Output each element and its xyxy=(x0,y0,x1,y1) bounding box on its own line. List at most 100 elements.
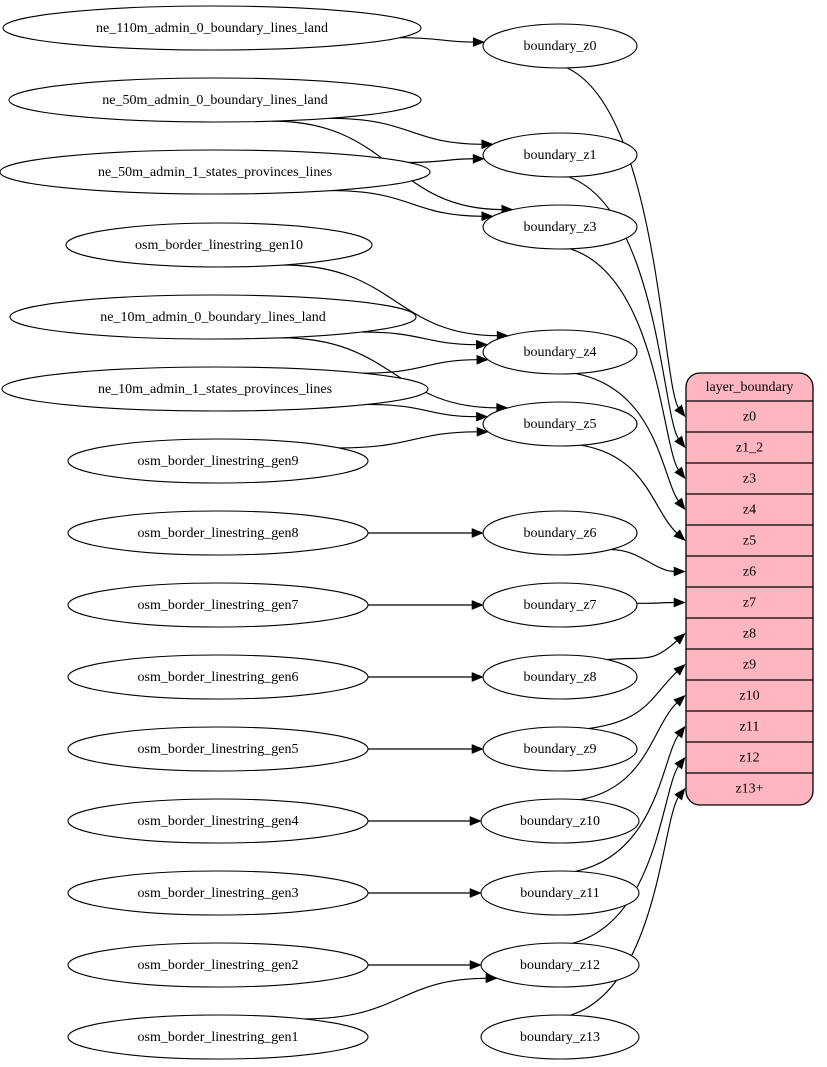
edge-boundary_z10-to-z10 xyxy=(580,701,678,801)
boundary-node-boundary_z13[interactable]: boundary_z13 xyxy=(480,1014,640,1060)
edge-arrowhead xyxy=(476,426,489,437)
edge-arrowhead xyxy=(469,816,482,826)
node-label: boundary_z8 xyxy=(523,670,596,685)
boundary-node-boundary_z0[interactable]: boundary_z0 xyxy=(482,23,638,69)
source-node-osm_border_linestring_gen8[interactable]: osm_border_linestring_gen8 xyxy=(67,510,369,556)
node-label: boundary_z9 xyxy=(523,742,596,757)
boundary-node-boundary_z9[interactable]: boundary_z9 xyxy=(482,726,638,772)
edge-boundary_z3-to-z3 xyxy=(569,248,680,471)
edge-arrowhead xyxy=(476,411,489,422)
edge-arrowhead xyxy=(476,339,489,350)
source-node-ne_10m_admin_0_boundary_lines_land[interactable]: ne_10m_admin_0_boundary_lines_land xyxy=(9,294,417,340)
node-label: osm_border_linestring_gen7 xyxy=(138,598,299,613)
edge-arrowhead xyxy=(471,600,484,610)
boundary-node-boundary_z12[interactable]: boundary_z12 xyxy=(480,942,640,988)
boundary-node-boundary_z7[interactable]: boundary_z7 xyxy=(482,582,638,628)
node-label: ne_10m_admin_1_states_provinces_lines xyxy=(98,382,332,397)
source-node-osm_border_linestring_gen2[interactable]: osm_border_linestring_gen2 xyxy=(67,942,369,988)
node-label: ne_110m_admin_0_boundary_lines_land xyxy=(96,21,328,36)
source-node-ne_110m_admin_0_boundary_lines_land[interactable]: ne_110m_admin_0_boundary_lines_land xyxy=(2,5,422,51)
node-label: osm_border_linestring_gen10 xyxy=(135,238,303,253)
node-label: ne_10m_admin_0_boundary_lines_land xyxy=(100,310,326,325)
source-node-osm_border_linestring_gen1[interactable]: osm_border_linestring_gen1 xyxy=(67,1014,369,1060)
boundary-node-boundary_z1[interactable]: boundary_z1 xyxy=(482,132,638,178)
edge-osm_border_linestring_gen9-to-boundary_z5 xyxy=(338,431,478,449)
boundary-nodes-layer: boundary_z0 boundary_z1 boundary_z3boundar… xyxy=(480,23,640,1060)
edge-boundary_z5-to-z5 xyxy=(581,444,678,535)
edge-arrowhead xyxy=(674,404,686,418)
layer-table-row-z8[interactable]: z8 xyxy=(743,627,756,642)
source-node-osm_border_linestring_gen4[interactable]: osm_border_linestring_gen4 xyxy=(67,798,369,844)
node-label: boundary_z3 xyxy=(523,220,596,235)
node-label: boundary_z11 xyxy=(520,886,600,901)
source-node-osm_border_linestring_gen10[interactable]: osm_border_linestring_gen10 xyxy=(65,222,373,268)
edge-arrowhead xyxy=(673,566,686,577)
layer-table-row-z0[interactable]: z0 xyxy=(743,410,756,425)
node-label: boundary_z1 xyxy=(523,148,596,163)
layer-table-row-z12[interactable]: z12 xyxy=(739,751,759,766)
edge-arrowhead xyxy=(673,597,686,608)
layer-table-row-z7[interactable]: z7 xyxy=(743,596,756,611)
node-label: boundary_z4 xyxy=(523,345,596,360)
layer-table-row-z3[interactable]: z3 xyxy=(743,472,756,487)
edge-arrowhead xyxy=(674,435,686,449)
node-label: boundary_z7 xyxy=(523,598,596,613)
layer-table-row-z1_2[interactable]: z1_2 xyxy=(736,441,763,456)
node-label: boundary_z13 xyxy=(520,1030,600,1045)
layer-boundary-table[interactable]: layer_boundary z0 z1_2 z3 z4 z5 z6 z7 z8 z9 z10 z11… xyxy=(685,372,814,806)
edge-boundary_z1-to-z1_2 xyxy=(568,176,680,440)
source-node-osm_border_linestring_gen5[interactable]: osm_border_linestring_gen5 xyxy=(67,726,369,772)
boundary-node-boundary_z4[interactable]: boundary_z4 xyxy=(482,329,638,375)
edge-ne_10m_admin_1_states_provinces_lines-to-boundary_z5 xyxy=(366,403,478,418)
source-node-osm_border_linestring_gen9[interactable]: osm_border_linestring_gen9 xyxy=(67,438,369,484)
boundary-node-boundary_z11[interactable]: boundary_z11 xyxy=(480,870,640,916)
layer-table-row-z4[interactable]: z4 xyxy=(743,503,756,518)
source-node-ne_10m_admin_1_states_provinces_lines[interactable]: ne_10m_admin_1_states_provinces_lines xyxy=(1,366,429,412)
edge-boundary_z9-to-z9 xyxy=(588,670,678,730)
layer-table-row-z10[interactable]: z10 xyxy=(739,689,759,704)
edge-boundary_z12-to-z12 xyxy=(572,765,680,944)
edge-arrowhead xyxy=(674,497,686,511)
layer-table-row-z13+[interactable]: z13+ xyxy=(735,782,763,797)
boundary-node-boundary_z8[interactable]: boundary_z8 xyxy=(482,654,638,700)
edge-arrowhead xyxy=(476,354,489,365)
node-label: osm_border_linestring_gen1 xyxy=(138,1030,299,1045)
edge-arrowhead xyxy=(481,211,494,222)
boundary-node-boundary_z5[interactable]: boundary_z5 xyxy=(482,401,638,447)
edge-arrowhead xyxy=(673,694,686,707)
edge-boundary_z11-to-z11 xyxy=(575,734,680,872)
edge-ne_10m_admin_0_boundary_lines_land-to-boundary_z4 xyxy=(361,331,478,346)
node-label: boundary_z10 xyxy=(520,814,600,829)
source-node-osm_border_linestring_gen6[interactable]: osm_border_linestring_gen6 xyxy=(67,654,369,700)
node-label: boundary_z12 xyxy=(520,958,600,973)
boundary-node-boundary_z6[interactable]: boundary_z6 xyxy=(482,510,638,556)
source-node-osm_border_linestring_gen3[interactable]: osm_border_linestring_gen3 xyxy=(67,870,369,916)
layer-table-row-z6[interactable]: z6 xyxy=(743,565,756,580)
edge-ne_50m_admin_1_states_provinces_lines-to-boundary_z1 xyxy=(408,158,475,164)
edge-arrowhead xyxy=(472,153,485,164)
boundary-node-boundary_z3[interactable]: boundary_z3 xyxy=(482,204,638,250)
node-label: osm_border_linestring_gen2 xyxy=(138,958,299,973)
edge-osm_border_linestring_gen10-to-boundary_z4 xyxy=(282,264,499,337)
boundary-node-boundary_z10[interactable]: boundary_z10 xyxy=(480,798,640,844)
edge-arrowhead xyxy=(471,672,484,682)
edge-arrowhead xyxy=(472,37,486,47)
layer-table-row-z9[interactable]: z9 xyxy=(743,658,756,673)
edge-arrowhead xyxy=(674,787,686,801)
layer-table-title: layer_boundary xyxy=(706,380,794,395)
node-label: osm_border_linestring_gen5 xyxy=(138,742,299,757)
edge-arrowhead xyxy=(469,888,482,898)
edge-boundary_z13-to-z13+ xyxy=(570,796,680,1016)
edge-arrowhead xyxy=(471,528,484,538)
edge-boundary_z8-to-z8 xyxy=(606,639,678,661)
layer-table-row-z5[interactable]: z5 xyxy=(743,534,756,549)
layer-table-row-z11[interactable]: z11 xyxy=(740,720,760,735)
edge-boundary_z0-to-z0 xyxy=(566,67,680,409)
source-node-osm_border_linestring_gen7[interactable]: osm_border_linestring_gen7 xyxy=(67,582,369,628)
source-node-ne_50m_admin_0_boundary_lines_land[interactable]: ne_50m_admin_0_boundary_lines_land xyxy=(8,77,422,123)
node-label: boundary_z5 xyxy=(523,417,596,432)
edge-arrowhead xyxy=(469,960,482,970)
source-node-ne_50m_admin_1_states_provinces_lines[interactable]: ne_50m_admin_1_states_provinces_lines xyxy=(0,149,431,195)
edge-arrowhead xyxy=(674,725,686,739)
